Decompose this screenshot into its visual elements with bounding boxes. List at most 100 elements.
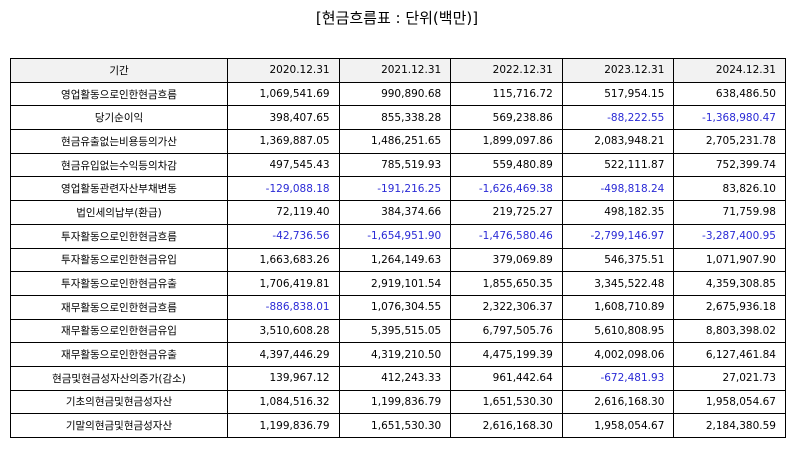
table-cell-value: -1,476,580.46 <box>450 223 563 249</box>
table-row: 투자활동으로인한현금흐름 -42,736.56 -1,654,951.90 -1,47… <box>10 223 786 249</box>
table-header-row: 기간 2020.12.31 2021.12.31 2022.12.31 2023… <box>10 58 786 83</box>
table-cell-value: 3,510,608.28 <box>227 318 340 344</box>
table-row: 현금유출없는비용등의가산 1,369,887.05 1,486,251.65 1,89… <box>10 129 786 154</box>
table-cell-value: -3,287,400.95 <box>673 223 786 249</box>
table-cell-value: 412,243.33 <box>338 365 452 391</box>
table-cell-value: 71,759.98 <box>673 200 786 225</box>
table-cell-value: 2,616,168.30 <box>450 413 563 438</box>
table-cell-value: 497,545.43 <box>227 152 340 178</box>
table-cell-value: 1,651,530.30 <box>450 389 563 415</box>
table-row: 기말의현금및현금성자산 1,199,836.79 1,651,530.30 2,616… <box>10 413 786 438</box>
row-label: 재무활동으로인한현금유입 <box>10 318 228 344</box>
table-cell-value: 115,716.72 <box>450 81 563 107</box>
table-cell-value: 1,706,419.81 <box>227 271 340 296</box>
table-row: 당기순이익 398,407.65 855,338.28 569,238.86 -88,2… <box>10 105 786 131</box>
table-cell-value: -1,368,980.47 <box>673 105 786 131</box>
table-cell-value: 546,375.51 <box>561 247 675 273</box>
table-cell-value: 379,069.89 <box>450 247 563 273</box>
table-row: 기초의현금및현금성자산 1,084,516.32 1,199,836.79 1,651… <box>10 389 786 415</box>
table-cell-value: 3,345,522.48 <box>561 271 675 296</box>
table-row: 영업활동관련자산부채변동 -129,088.18 -191,216.25 -1,626… <box>10 176 786 202</box>
column-header-2020: 2020.12.31 <box>227 58 340 83</box>
row-label: 투자활동으로인한현금유출 <box>10 271 228 296</box>
table-cell-value: 1,071,907.90 <box>673 247 786 273</box>
table-cell-value: 2,322,306.37 <box>450 294 563 320</box>
table-cell-value: 139,967.12 <box>227 365 340 391</box>
table-cell-value: -88,222.55 <box>561 105 675 131</box>
table-row: 투자활동으로인한현금유입 1,663,683.26 1,264,149.63 379,… <box>10 247 786 273</box>
table-cell-value: 4,002,098.06 <box>561 342 675 367</box>
table-cell-value: 4,359,308.85 <box>673 271 786 296</box>
table-cell-value: 855,338.28 <box>338 105 452 131</box>
table-cell-value: 8,803,398.02 <box>673 318 786 344</box>
table-cell-value: 1,486,251.65 <box>338 129 452 154</box>
table-cell-value: -129,088.18 <box>227 176 340 202</box>
table-cell-value: -191,216.25 <box>338 176 452 202</box>
table-cell-value: -1,626,469.38 <box>450 176 563 202</box>
row-label: 기말의현금및현금성자산 <box>10 413 228 438</box>
table-cell-value: 83,826.10 <box>673 176 786 202</box>
table-cell-value: 2,616,168.30 <box>561 389 675 415</box>
table-cell-value: 27,021.73 <box>673 365 786 391</box>
row-label: 기초의현금및현금성자산 <box>10 389 228 415</box>
row-label: 현금유입없는수익등의차감 <box>10 152 228 178</box>
table-cell-value: 522,111.87 <box>561 152 675 178</box>
table-cell-value: 498,182.35 <box>561 200 675 225</box>
table-cell-value: 5,395,515.05 <box>338 318 452 344</box>
table-cell-value: 1,608,710.89 <box>561 294 675 320</box>
table-cell-value: 4,319,210.50 <box>338 342 452 367</box>
table-cell-value: 1,264,149.63 <box>338 247 452 273</box>
column-header-2023: 2023.12.31 <box>561 58 675 83</box>
table-cell-value: 638,486.50 <box>673 81 786 107</box>
table-cell-value: 569,238.86 <box>450 105 563 131</box>
table-cell-value: 2,675,936.18 <box>673 294 786 320</box>
table-row: 재무활동으로인한현금흐름 -886,838.01 1,076,304.55 2,322… <box>10 294 786 320</box>
table-cell-value: 6,797,505.76 <box>450 318 563 344</box>
table-cell-value: 1,199,836.79 <box>338 389 452 415</box>
table-cell-value: 2,184,380.59 <box>673 413 786 438</box>
table-row: 현금유입없는수익등의차감 497,545.43 785,519.93 559,480.… <box>10 152 786 178</box>
page-title: [현금흐름표 : 단위(백만)] <box>315 9 479 27</box>
table-cell-value: 1,899,097.86 <box>450 129 563 154</box>
table-cell-value: 398,407.65 <box>227 105 340 131</box>
table-row: 재무활동으로인한현금유출 4,397,446.29 4,319,210.50 4,47… <box>10 342 786 367</box>
row-label: 재무활동으로인한현금흐름 <box>10 294 228 320</box>
cash-flow-table: 기간 2020.12.31 2021.12.31 2022.12.31 2023… <box>10 58 786 438</box>
table-cell-value: 1,958,054.67 <box>561 413 675 438</box>
table-row: 재무활동으로인한현금유입 3,510,608.28 5,395,515.05 6,79… <box>10 318 786 344</box>
table-row: 현금및현금성자산의증가(감소) 139,967.12 412,243.33 961,4… <box>10 365 786 391</box>
table-cell-value: 219,725.27 <box>450 200 563 225</box>
table-cell-value: 2,919,101.54 <box>338 271 452 296</box>
row-label: 재무활동으로인한현금유출 <box>10 342 228 367</box>
row-label: 현금및현금성자산의증가(감소) <box>10 365 228 391</box>
column-header-period: 기간 <box>10 58 228 83</box>
table-row: 투자활동으로인한현금유출 1,706,419.81 2,919,101.54 1,85… <box>10 271 786 296</box>
row-label: 투자활동으로인한현금흐름 <box>10 223 228 249</box>
table-cell-value: 384,374.66 <box>338 200 452 225</box>
table-cell-value: 6,127,461.84 <box>673 342 786 367</box>
table-cell-value: 752,399.74 <box>673 152 786 178</box>
table-cell-value: 1,084,516.32 <box>227 389 340 415</box>
table-row: 영업활동으로인한현금흐름 1,069,541.69 990,890.68 115,71… <box>10 81 786 107</box>
row-label: 당기순이익 <box>10 105 228 131</box>
table-cell-value: -672,481.93 <box>561 365 675 391</box>
table-cell-value: 1,958,054.67 <box>673 389 786 415</box>
row-label: 법인세의납부(환급) <box>10 200 228 225</box>
row-label: 영업활동으로인한현금흐름 <box>10 81 228 107</box>
table-cell-value: -498,818.24 <box>561 176 675 202</box>
table-cell-value: 559,480.89 <box>450 152 563 178</box>
row-label: 영업활동관련자산부채변동 <box>10 176 228 202</box>
table-cell-value: -2,799,146.97 <box>561 223 675 249</box>
table-cell-value: 990,890.68 <box>338 81 452 107</box>
table-cell-value: 4,397,446.29 <box>227 342 340 367</box>
table-cell-value: 1,076,304.55 <box>338 294 452 320</box>
table-body: 영업활동으로인한현금흐름 1,069,541.69 990,890.68 115,71… <box>10 81 786 438</box>
table-cell-value: 72,119.40 <box>227 200 340 225</box>
table-cell-value: 1,663,683.26 <box>227 247 340 273</box>
table-cell-value: 4,475,199.39 <box>450 342 563 367</box>
column-header-2022: 2022.12.31 <box>450 58 563 83</box>
table-cell-value: 517,954.15 <box>561 81 675 107</box>
table-row: 법인세의납부(환급) 72,119.40 384,374.66 219,725.27 4… <box>10 200 786 225</box>
table-cell-value: 1,855,650.35 <box>450 271 563 296</box>
table-cell-value: -42,736.56 <box>227 223 340 249</box>
